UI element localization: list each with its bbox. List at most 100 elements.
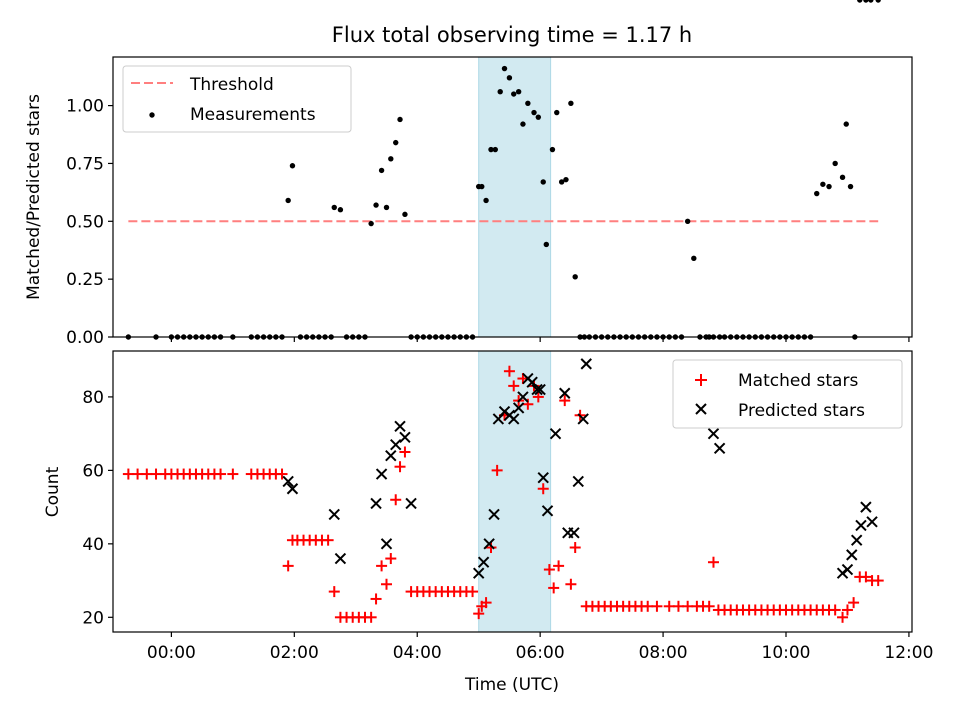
- top-panel: 0.00 0.25 0.50 0.75 1.00 Matched/Predicted s…: [24, 0, 913, 348]
- top-legend-box: [122, 65, 352, 133]
- legend-measurements-label: Measurements: [190, 105, 316, 125]
- matched-star-point: [276, 468, 288, 480]
- legend-threshold-label: Threshold: [189, 75, 274, 95]
- measurement-point: [814, 190, 820, 197]
- measurement-point: [691, 255, 697, 262]
- matched-star-point: [837, 611, 849, 623]
- predicted-star-point: [399, 431, 411, 444]
- measurement-point: [520, 121, 526, 127]
- measurement-point: [826, 183, 832, 190]
- measurement-point: [540, 179, 546, 185]
- predicted-star-point: [841, 563, 854, 576]
- measurement-point: [397, 116, 403, 123]
- matched-star-point: [132, 468, 144, 480]
- matched-star-point: [370, 593, 382, 605]
- matched-star-point: [150, 468, 162, 480]
- matched-star-point: [532, 391, 544, 403]
- predicted-star-point: [328, 508, 340, 521]
- measurement-point: [563, 176, 569, 183]
- predicted-star-point: [472, 567, 485, 579]
- legend-measurements-swatch: [149, 112, 155, 118]
- top-highlight-span: [478, 56, 552, 338]
- measurement-point: [868, 0, 874, 3]
- predicted-star-point: [477, 556, 490, 568]
- predicted-star-point: [380, 538, 393, 550]
- matched-star-point: [707, 556, 719, 568]
- measurement-point: [843, 121, 849, 127]
- y-tick-label: 80: [82, 388, 104, 408]
- predicted-star-point: [390, 438, 402, 451]
- predicted-star-point: [846, 549, 858, 561]
- measurement-point: [331, 204, 337, 211]
- measurement-point: [847, 183, 854, 190]
- bottom-legend-box: [672, 359, 903, 429]
- matched-star-point: [559, 395, 571, 407]
- matched-star-point: [480, 597, 492, 609]
- y-tick-label: 1.00: [66, 97, 104, 117]
- measurement-point: [535, 114, 542, 120]
- predicted-star-point: [534, 383, 546, 396]
- matched-star-point: [508, 380, 520, 392]
- matched-star-point: [703, 600, 715, 612]
- top-y-axis: 0.00 0.25 0.50 0.75 1.00: [66, 97, 113, 348]
- measurement-point: [378, 167, 385, 174]
- y-tick-label: 0.50: [66, 212, 104, 232]
- predicted-star-point: [385, 449, 397, 462]
- predicted-star-point: [580, 358, 592, 370]
- measurement-point: [875, 0, 881, 3]
- measurement-point: [506, 75, 513, 81]
- matched-star-point: [569, 542, 581, 554]
- bottom-y-axis-label: Count: [43, 466, 63, 517]
- predicted-star-point: [282, 475, 294, 488]
- matched-star-point: [860, 571, 872, 583]
- predicted-star-point: [866, 516, 878, 528]
- matched-star-point: [872, 575, 884, 587]
- predicted-star-point: [370, 497, 382, 510]
- top-y-axis-label: Matched/Predicted stars: [24, 94, 44, 300]
- predicted-star-point: [517, 391, 529, 403]
- measurement-point: [568, 100, 574, 106]
- matched-star-point: [385, 553, 397, 565]
- x-tick-label: 02:00: [270, 643, 319, 663]
- measurement-point: [383, 204, 390, 211]
- predicted-star-point: [855, 519, 867, 532]
- x-tick-label: 12:00: [884, 643, 933, 663]
- legend-matched-label: Matched stars: [738, 371, 858, 391]
- x-tick-label: 00:00: [147, 643, 196, 663]
- matched-star-point: [394, 461, 406, 473]
- predicted-star-point: [541, 505, 554, 517]
- matched-star-point: [848, 597, 860, 609]
- measurement-point: [531, 109, 537, 116]
- predicted-star-point: [549, 427, 562, 440]
- measurement-point: [373, 202, 379, 208]
- matched-star-point: [543, 564, 555, 576]
- x-tick-label: 08:00: [639, 643, 688, 663]
- matched-star-point: [682, 600, 694, 612]
- predicted-star-point: [512, 402, 525, 414]
- predicted-star-point: [559, 387, 571, 399]
- matched-star-point: [376, 560, 388, 572]
- y-tick-label: 0.25: [66, 270, 104, 290]
- bottom-panel: 20 40 60 80 00:00 02:00 04:00 06:00 08:00 10:00 1…: [43, 350, 933, 695]
- measurement-point: [543, 241, 550, 248]
- measurement-point: [285, 197, 291, 204]
- y-tick-label: 20: [82, 608, 104, 628]
- matched-star-point: [548, 582, 560, 594]
- measurement-point: [393, 139, 399, 146]
- predicted-star-point: [334, 552, 347, 565]
- matched-star-point: [473, 608, 485, 620]
- matched-star-point: [322, 534, 334, 546]
- matched-star-point: [829, 604, 841, 616]
- y-tick-label: 0.75: [66, 154, 104, 174]
- measurement-point: [684, 218, 691, 224]
- predicted-star-point: [483, 538, 495, 550]
- measurement-point: [857, 0, 863, 3]
- measurement-point: [511, 91, 517, 97]
- predicted-star-point: [577, 413, 589, 425]
- predicted-stars-series: [282, 358, 878, 579]
- legend-predicted-label: Predicted stars: [738, 401, 865, 421]
- predicted-star-point: [568, 527, 580, 539]
- matched-star-point: [122, 468, 134, 480]
- matched-star-point: [282, 560, 294, 572]
- measurement-point: [479, 183, 485, 190]
